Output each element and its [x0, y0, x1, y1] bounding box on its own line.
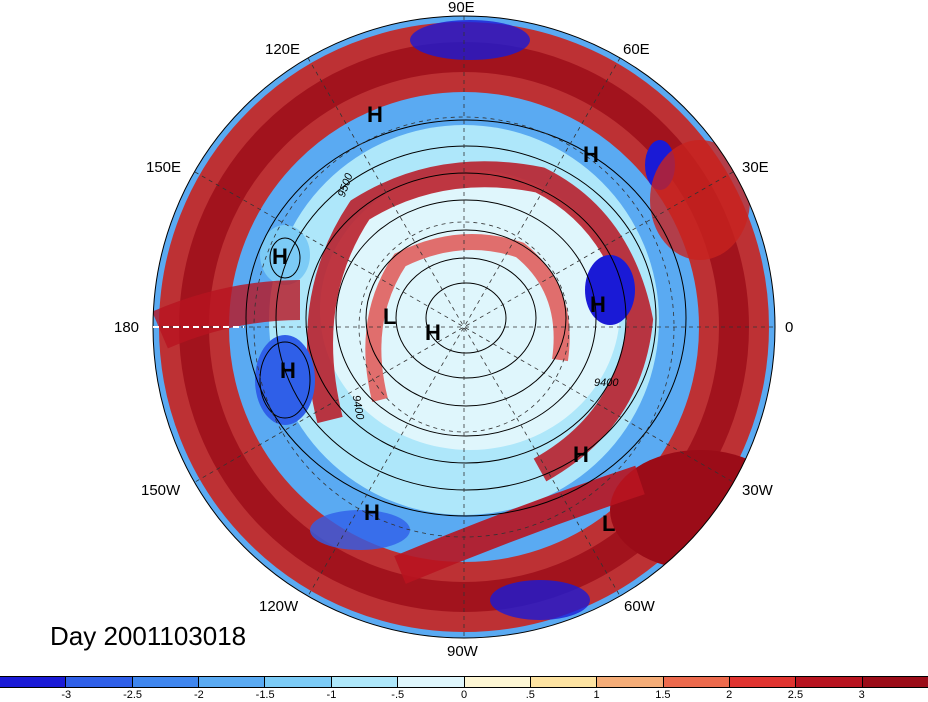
lon-label-180: 180 [114, 319, 140, 336]
lon-label-120e: 120E [265, 41, 301, 58]
colorbar-tick-label: -1 [326, 689, 337, 701]
colorbar-segment [795, 677, 862, 687]
colorbar-segment [264, 677, 331, 687]
lon-label-60e: 60E [623, 41, 650, 58]
colorbar-tick-label: .5 [525, 689, 535, 701]
colorbar-segment [198, 677, 265, 687]
high-pressure-marker: H [573, 442, 589, 467]
colorbar-tick-label: 0 [460, 689, 468, 701]
colorbar [0, 676, 928, 688]
colorbar-tick-label: 3 [858, 689, 865, 701]
lon-label-0: 0 [785, 319, 794, 336]
lon-label-150w: 150W [141, 482, 181, 499]
lon-label-60w: 60W [624, 598, 655, 615]
lon-label-150e: 150E [146, 159, 182, 176]
lon-label-30w: 30W [742, 482, 773, 499]
colorbar-tick-label: -1.5 [255, 689, 275, 701]
colorbar-segment [728, 677, 796, 687]
day-title: Day 2001103018 [50, 621, 247, 651]
colorbar-segment [397, 677, 464, 687]
colorbar-segment [0, 677, 66, 687]
high-pressure-marker: H [272, 244, 288, 269]
lon-label-120w: 120W [259, 598, 299, 615]
anomaly-field [153, 16, 775, 638]
low-pressure-marker: L [602, 511, 616, 536]
colorbar-tick-label: -2 [193, 689, 204, 701]
lon-label-90w: 90W [447, 643, 478, 660]
lon-label-90e: 90E [448, 0, 475, 16]
high-pressure-marker: H [364, 500, 380, 525]
colorbar-tick-label: 2 [726, 689, 733, 701]
high-pressure-marker: H [590, 292, 606, 317]
colorbar-tick-label: -3 [61, 689, 72, 701]
contour-label: 9400 [594, 377, 619, 389]
colorbar-segment [596, 677, 663, 687]
high-pressure-marker: H [280, 358, 296, 383]
colorbar-segment [65, 677, 132, 687]
colorbar-tick-label: 1 [593, 689, 600, 701]
colorbar-tick-label: 2.5 [787, 689, 804, 701]
high-pressure-marker: H [425, 320, 441, 345]
colorbar-segment [529, 677, 597, 687]
high-pressure-marker: H [583, 142, 599, 167]
colorbar-segment [463, 677, 530, 687]
colorbar-segment [861, 677, 928, 687]
colorbar-tick-label: -.5 [391, 689, 405, 701]
colorbar-tick-label: 1.5 [655, 689, 671, 701]
low-pressure-marker: L [383, 304, 397, 329]
colorbar-segment [131, 677, 199, 687]
colorbar-segment [330, 677, 398, 687]
colorbar-segment [662, 677, 729, 687]
colorbar-tick-label: -2.5 [123, 689, 143, 701]
high-pressure-marker: H [367, 102, 383, 127]
lon-label-30e: 30E [742, 159, 769, 176]
